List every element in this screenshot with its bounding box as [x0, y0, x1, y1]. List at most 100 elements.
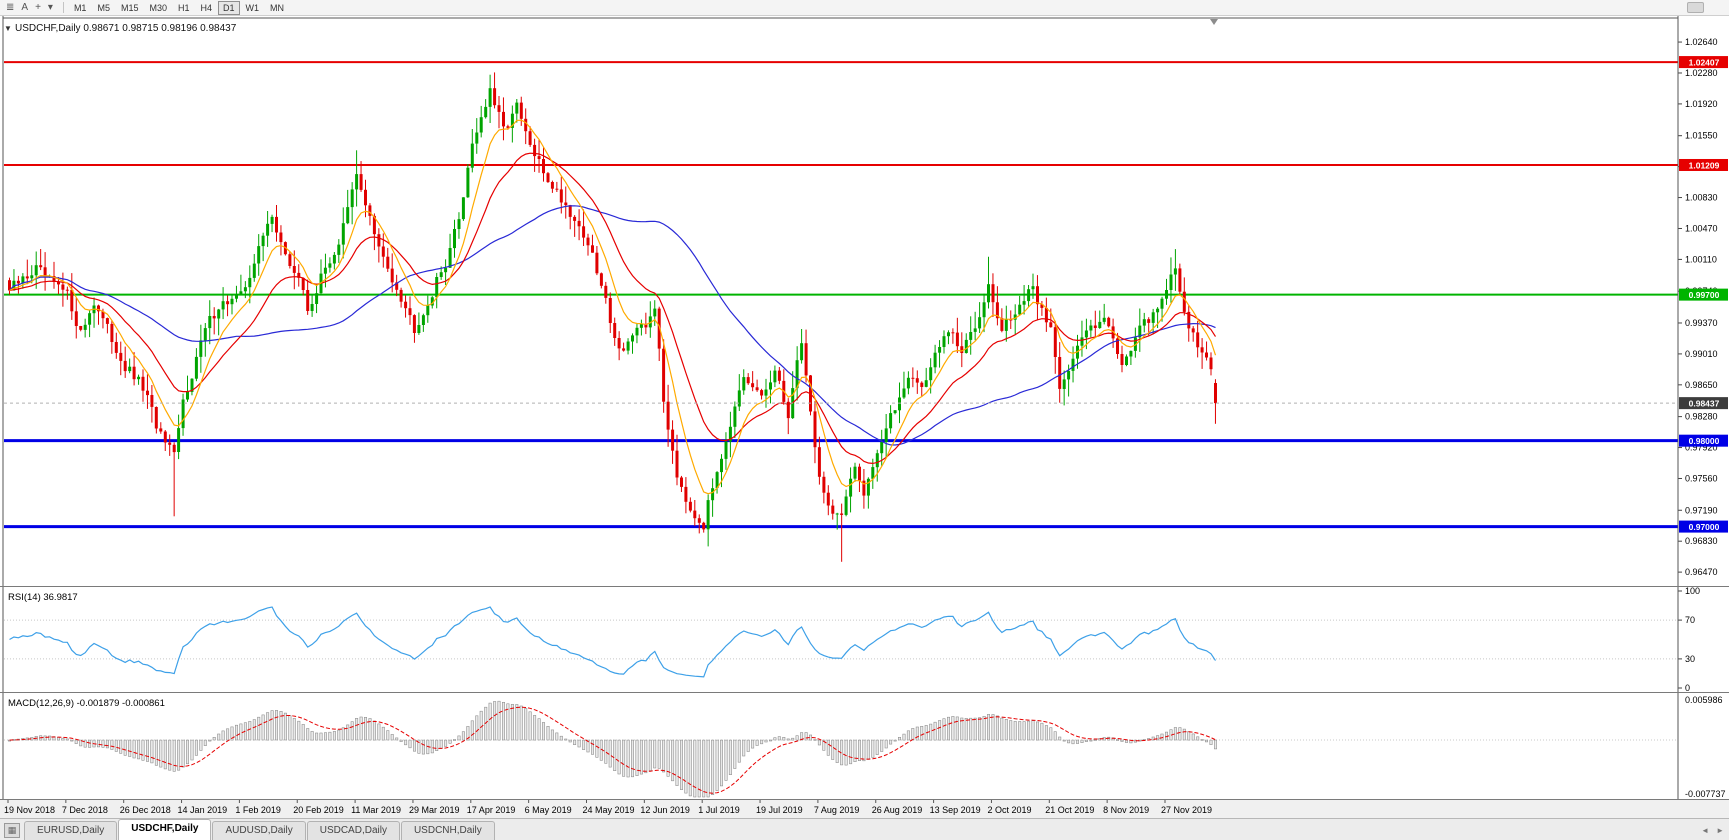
date-label: 27 Nov 2019: [1161, 805, 1212, 815]
rsi-tick-label: 0: [1685, 683, 1690, 693]
date-label: 26 Aug 2019: [872, 805, 923, 815]
price-tick-label: 0.98280: [1685, 412, 1718, 422]
date-label: 12 Jun 2019: [640, 805, 690, 815]
chart-tabs: EURUSD,Daily USDCHF,Daily AUDUSD,Daily USDC…: [24, 819, 496, 840]
price-tick-label: 1.00830: [1685, 193, 1718, 203]
date-label: 29 Mar 2019: [409, 805, 460, 815]
price-tick-label: 1.00470: [1685, 223, 1718, 233]
date-label: 8 Nov 2019: [1103, 805, 1149, 815]
price-tick-label: 0.99370: [1685, 318, 1718, 328]
macd-signal-line: [9, 706, 1216, 794]
tab-scroll-arrows: ◄ ►: [1701, 826, 1724, 835]
rsi-panel: RSI(14) 36.9817 100 70 30 0: [4, 586, 1700, 693]
chart-shift-marker[interactable]: [1210, 19, 1218, 25]
price-tag-label: 1.01209: [1689, 160, 1720, 170]
price-tick-label: 0.98650: [1685, 380, 1718, 390]
timeframe-mn-button[interactable]: MN: [270, 2, 285, 13]
price-tag: [1679, 56, 1728, 69]
timeframe-m5-button[interactable]: M5: [97, 2, 110, 13]
price-tick-label: 1.02640: [1685, 37, 1718, 47]
ma-fast-line: [9, 119, 1217, 495]
date-label: 7 Dec 2018: [62, 805, 108, 815]
macd-min-label: -0.007737: [1685, 789, 1726, 799]
date-label: 20 Feb 2019: [293, 805, 344, 815]
timeframe-w1-button[interactable]: W1: [245, 2, 260, 13]
chart-area[interactable]: ▼ USDCHF,Daily 0.98671 0.98715 0.98196 0.…: [0, 16, 1729, 818]
date-label: 6 May 2019: [525, 805, 572, 815]
price-tag: [1679, 520, 1728, 533]
price-tag: [1679, 397, 1728, 410]
tabs-scroll-left-button[interactable]: ◄: [1701, 826, 1710, 835]
rsi-tick-label: 70: [1685, 615, 1695, 625]
date-label: 19 Jul 2019: [756, 805, 803, 815]
date-label: 19 Nov 2018: [4, 805, 55, 815]
macd-max-label: 0.005986: [1685, 695, 1723, 705]
chart-tab-bar: ▦ EURUSD,Daily USDCHF,Daily AUDUSD,Daily US…: [0, 818, 1729, 840]
chart-tab-usdchf[interactable]: USDCHF,Daily: [118, 819, 212, 840]
cursor-dropdown-icon[interactable]: ▾: [47, 1, 53, 13]
price-tick-label: 0.99010: [1685, 349, 1718, 359]
date-label: 7 Aug 2019: [814, 805, 860, 815]
symbol-list-icon[interactable]: ≣: [6, 1, 15, 13]
chart-background: [0, 16, 1729, 800]
toolbar-separator: [62, 2, 64, 13]
date-label: 14 Jan 2019: [178, 805, 228, 815]
scrollbar-button[interactable]: [1687, 2, 1704, 13]
timeframe-m30-button[interactable]: M30: [149, 2, 167, 13]
price-tag-label: 0.99700: [1689, 290, 1720, 300]
timeframe-h4-button[interactable]: H4: [200, 2, 213, 13]
price-axis[interactable]: 1.026401.022801.019201.015501.011901.008…: [1678, 37, 1728, 577]
date-axis[interactable]: 19 Nov 2018 7 Dec 2018 26 Dec 2018 14 Jan 2…: [4, 800, 1212, 815]
date-label: 11 Mar 2019: [351, 805, 401, 815]
macd-label: MACD(12,26,9) -0.001879 -0.000861: [8, 698, 165, 709]
date-label: 1 Jul 2019: [698, 805, 740, 815]
price-tag-label: 0.97000: [1689, 522, 1720, 532]
price-tick-label: 0.96470: [1685, 567, 1718, 577]
price-tick-label: 0.97920: [1685, 443, 1718, 453]
rsi-tick-label: 100: [1685, 586, 1700, 596]
price-tag: [1679, 158, 1728, 171]
price-tick-label: 0.97190: [1685, 505, 1718, 515]
date-label: 1 Feb 2019: [235, 805, 281, 815]
price-tick-label: 1.02280: [1685, 68, 1718, 78]
date-label: 17 Apr 2019: [467, 805, 516, 815]
price-tag: [1679, 288, 1728, 301]
chart-collapse-icon[interactable]: ▼: [4, 24, 12, 33]
date-label: 21 Oct 2019: [1045, 805, 1094, 815]
price-tick-label: 0.96830: [1685, 536, 1718, 546]
ma-medium-line: [9, 152, 1217, 465]
price-tick-label: 1.01920: [1685, 99, 1718, 109]
chart-tab-eurusd[interactable]: EURUSD,Daily: [24, 821, 118, 840]
timeframe-m15-button[interactable]: M15: [120, 2, 139, 13]
price-tag-label: 0.98437: [1689, 399, 1720, 409]
macd-panel: MACD(12,26,9) -0.001879 -0.000861 0.00598…: [4, 695, 1726, 799]
price-tick-label: 1.01550: [1685, 131, 1718, 141]
chart-tab-usdcad[interactable]: USDCAD,Daily: [306, 821, 400, 840]
timeframe-bar: M1 M5 M15 M30 H1 H4 D1 W1 MN: [69, 0, 289, 15]
timeframe-d1-button[interactable]: D1: [218, 0, 240, 15]
crosshair-tool-icon[interactable]: +: [35, 1, 41, 13]
text-tool-icon[interactable]: A: [21, 1, 29, 13]
date-label: 2 Oct 2019: [987, 805, 1031, 815]
price-tag-label: 0.98000: [1689, 436, 1720, 446]
date-label: 24 May 2019: [583, 805, 635, 815]
rsi-label: RSI(14) 36.9817: [8, 592, 78, 603]
rsi-tick-label: 30: [1685, 654, 1695, 664]
horizontal-levels: [4, 61, 1678, 529]
chart-tab-audusd[interactable]: AUDUSD,Daily: [212, 821, 306, 840]
price-tag: [1679, 434, 1728, 447]
price-tick-label: 0.97560: [1685, 473, 1718, 483]
timeframe-h1-button[interactable]: H1: [178, 2, 190, 13]
chart-toolbar: ≣ A + ▾ M1 M5 M15 M30 H1 H4 D1 W1 MN: [0, 0, 1729, 16]
toolbar-icon-group: ≣ A + ▾: [3, 1, 58, 15]
date-label: 26 Dec 2018: [120, 805, 171, 815]
date-label: 13 Sep 2019: [930, 805, 981, 815]
window-list-icon[interactable]: ▦: [4, 823, 20, 838]
price-tick-label: 1.00110: [1685, 254, 1717, 264]
ma-slow-line: [9, 205, 1216, 446]
timeframe-m1-button[interactable]: M1: [73, 2, 87, 13]
tabs-scroll-right-button[interactable]: ►: [1716, 826, 1724, 835]
chart-title: USDCHF,Daily 0.98671 0.98715 0.98196 0.9…: [15, 23, 237, 34]
chart-tab-usdcnh[interactable]: USDCNH,Daily: [400, 821, 495, 840]
